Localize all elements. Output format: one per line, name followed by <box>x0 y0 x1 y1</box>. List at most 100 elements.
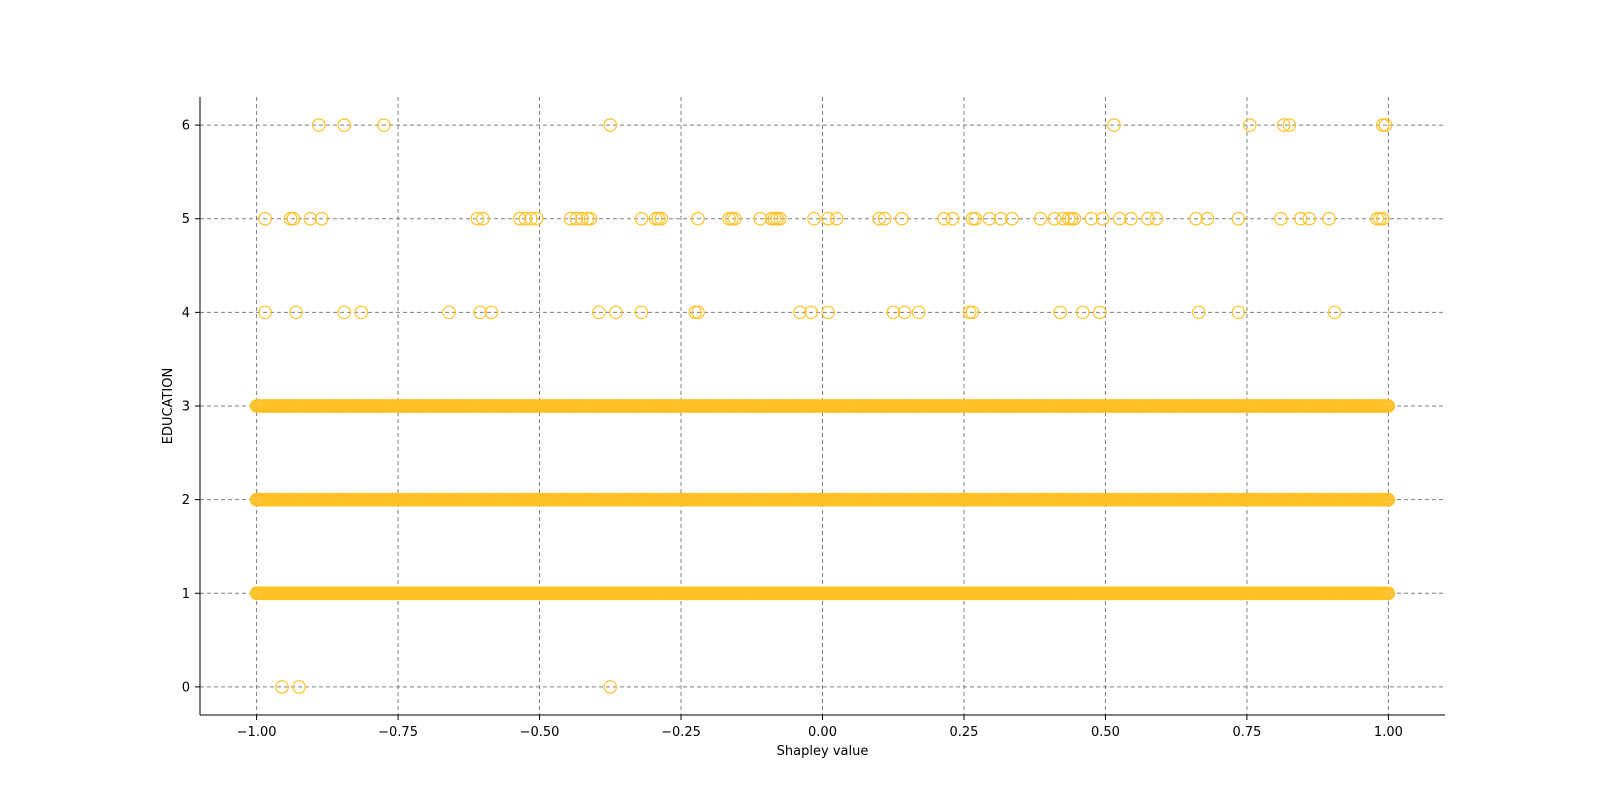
data-point <box>337 118 352 132</box>
data-point <box>821 211 835 226</box>
data-point <box>1302 211 1316 226</box>
data-point <box>982 211 997 226</box>
data-point <box>1378 118 1393 132</box>
points-layer <box>249 118 1396 694</box>
data-point <box>377 118 391 132</box>
data-point <box>937 211 951 226</box>
data-point <box>1231 305 1246 320</box>
data-point <box>518 211 533 226</box>
data-point <box>286 211 301 226</box>
data-point <box>911 305 926 320</box>
data-point <box>965 211 980 226</box>
data-point <box>1076 305 1090 320</box>
data-point <box>897 305 912 320</box>
y-tick-label: 2 <box>182 493 190 508</box>
y-tick-label: 1 <box>182 587 190 602</box>
data-point <box>529 211 544 226</box>
data-point <box>1370 211 1384 226</box>
data-point <box>1061 211 1076 226</box>
data-point <box>1375 211 1390 226</box>
data-point <box>470 211 485 226</box>
data-point <box>258 305 272 320</box>
data-point <box>1381 492 1396 507</box>
data-point <box>770 211 785 226</box>
data-point <box>1322 211 1336 226</box>
data-point <box>592 305 606 320</box>
data-point <box>258 211 272 226</box>
data-point <box>1149 211 1164 226</box>
data-point <box>1124 211 1138 226</box>
data-point <box>691 211 705 226</box>
data-point <box>1047 211 1062 226</box>
data-point <box>442 305 456 320</box>
data-point <box>1327 305 1342 320</box>
data-point <box>524 211 538 226</box>
data-point <box>1141 211 1155 226</box>
data-point <box>1274 211 1288 226</box>
data-point <box>1375 118 1390 132</box>
y-tick-label: 0 <box>182 680 190 695</box>
data-point <box>688 305 702 320</box>
data-point <box>807 211 821 226</box>
data-point <box>1033 211 1048 226</box>
data-point <box>583 211 598 226</box>
y-tick-label: 6 <box>182 119 190 134</box>
data-point <box>691 305 705 320</box>
data-point <box>1107 118 1121 132</box>
data-point <box>563 211 578 226</box>
data-point <box>484 305 499 320</box>
data-point <box>1189 211 1203 226</box>
data-point <box>725 211 739 226</box>
data-point <box>829 211 844 226</box>
data-point <box>945 211 960 226</box>
data-point <box>634 305 649 320</box>
data-point <box>580 211 595 226</box>
data-point <box>886 305 901 320</box>
x-tick-label: −1.00 <box>237 725 277 740</box>
data-point <box>1373 211 1387 226</box>
data-point <box>993 211 1008 226</box>
data-point <box>1067 211 1082 226</box>
x-tick-label: 0.25 <box>950 725 979 740</box>
data-point <box>1092 305 1107 320</box>
x-tick-label: 0.00 <box>808 725 837 740</box>
data-point <box>1242 118 1257 132</box>
data-point <box>962 305 977 320</box>
data-point <box>654 211 669 226</box>
data-point <box>303 211 318 226</box>
x-axis-label: Shapley value <box>777 744 869 759</box>
data-point <box>292 680 306 694</box>
data-point <box>283 211 298 226</box>
data-point <box>609 305 623 320</box>
data-point <box>764 211 779 226</box>
data-point <box>634 211 649 226</box>
data-point <box>651 211 666 226</box>
data-point <box>275 680 289 694</box>
data-point <box>804 305 818 320</box>
data-point <box>312 118 326 132</box>
data-point <box>1200 211 1215 226</box>
data-point <box>1112 211 1127 226</box>
data-point <box>1005 211 1019 226</box>
data-point <box>894 211 909 226</box>
data-point <box>337 305 352 320</box>
data-point <box>793 305 807 320</box>
data-point <box>821 305 835 320</box>
data-point <box>575 211 589 226</box>
data-point <box>1084 211 1099 226</box>
x-tick-label: −0.25 <box>661 725 701 740</box>
data-point <box>1381 586 1396 601</box>
data-point <box>476 211 490 226</box>
data-point <box>648 211 663 226</box>
data-point <box>314 211 329 226</box>
data-point <box>1192 305 1206 320</box>
x-tick-label: 0.50 <box>1091 725 1120 740</box>
data-point <box>872 211 886 226</box>
y-tick-label: 5 <box>182 212 190 227</box>
y-axis-label: EDUCATION <box>161 368 176 444</box>
x-tick-label: 0.75 <box>1232 725 1261 740</box>
data-point <box>569 211 584 226</box>
data-point <box>603 118 618 132</box>
data-point <box>1293 211 1308 226</box>
